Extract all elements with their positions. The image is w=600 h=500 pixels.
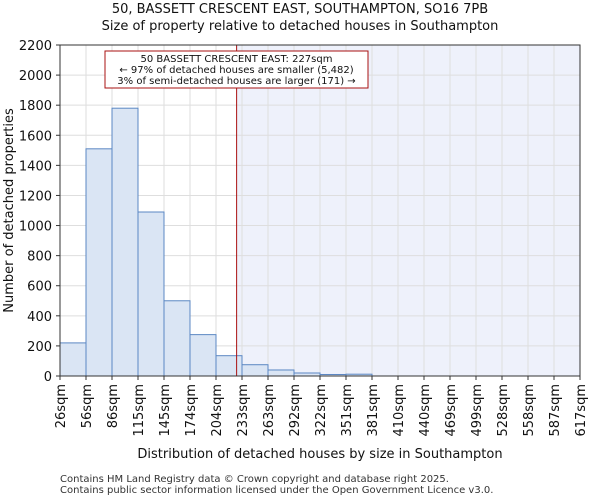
histogram-bar bbox=[189, 334, 217, 377]
x-tick-label: 381sqm bbox=[366, 384, 381, 437]
x-tick-label: 233sqm bbox=[236, 384, 251, 437]
x-tick-label: 322sqm bbox=[314, 384, 329, 437]
x-tick-label: 86sqm bbox=[106, 384, 121, 428]
bars bbox=[59, 107, 373, 377]
x-tick-label: 617sqm bbox=[574, 384, 589, 437]
x-tick-label: 56sqm bbox=[80, 384, 95, 428]
x-tick-label: 174sqm bbox=[184, 384, 199, 437]
histogram-bar bbox=[267, 369, 295, 377]
y-tick-label: 2000 bbox=[19, 69, 52, 84]
x-tick-label: 115sqm bbox=[132, 384, 147, 437]
y-tick-label: 800 bbox=[27, 250, 52, 265]
y-tick-label: 400 bbox=[27, 310, 52, 325]
x-tick-label: 410sqm bbox=[392, 384, 407, 437]
footer-copyright: Contains HM Land Registry data © Crown c… bbox=[60, 474, 449, 485]
y-tick-label: 1000 bbox=[19, 220, 52, 235]
footer-licence: Contains public sector information licen… bbox=[60, 485, 494, 496]
x-axis-label: Distribution of detached houses by size … bbox=[137, 447, 502, 462]
x-axis-ticks: 26sqm 56sqm 86sqm 115sqm 145sqm 174sqm 204sqm 2… bbox=[54, 376, 589, 437]
x-tick-label: 469sqm bbox=[444, 384, 459, 437]
x-tick-label: 26sqm bbox=[54, 384, 69, 428]
y-tick-label: 1400 bbox=[19, 159, 52, 174]
x-tick-label: 587sqm bbox=[548, 384, 563, 437]
y-tick-label: 0 bbox=[44, 370, 52, 385]
y-axis-label: Number of detached properties bbox=[2, 108, 17, 313]
x-tick-label: 145sqm bbox=[158, 384, 173, 437]
annotation-line-2: ← 97% of detached houses are smaller (5,… bbox=[119, 65, 353, 76]
plot-area bbox=[59, 44, 581, 377]
y-tick-label: 2200 bbox=[19, 39, 52, 54]
x-tick-label: 499sqm bbox=[470, 384, 485, 437]
x-tick-label: 528sqm bbox=[496, 384, 511, 437]
histogram-bar bbox=[241, 364, 269, 377]
histogram-bar bbox=[85, 148, 113, 377]
annotation-line-1: 50 BASSETT CRESCENT EAST: 227sqm bbox=[141, 54, 333, 65]
x-tick-label: 204sqm bbox=[210, 384, 225, 437]
y-tick-label: 200 bbox=[27, 340, 52, 355]
x-tick-label: 263sqm bbox=[262, 384, 277, 437]
histogram-bar bbox=[59, 342, 87, 377]
y-tick-label: 1800 bbox=[19, 99, 52, 114]
histogram-bar bbox=[111, 107, 139, 377]
chart-title-subtitle: Size of property relative to detached ho… bbox=[101, 19, 499, 34]
histogram-bar bbox=[163, 300, 191, 377]
y-tick-label: 1200 bbox=[19, 189, 52, 204]
annotation-box bbox=[104, 50, 369, 89]
chart-title-address: 50, BASSETT CRESCENT EAST, SOUTHAMPTON, … bbox=[111, 2, 489, 17]
histogram-bar bbox=[137, 211, 165, 377]
annotation-line-3: 3% of semi-detached houses are larger (1… bbox=[117, 76, 355, 87]
x-tick-label: 558sqm bbox=[522, 384, 537, 437]
x-tick-label: 292sqm bbox=[288, 384, 303, 437]
x-tick-label: 440sqm bbox=[418, 384, 433, 437]
y-axis-ticks: 0 200 400 600 800 1000 1200 1400 1600 1800 2000 220… bbox=[19, 39, 60, 385]
histogram-bar bbox=[215, 355, 243, 377]
y-tick-label: 1600 bbox=[19, 129, 52, 144]
x-tick-label: 351sqm bbox=[340, 384, 355, 437]
y-tick-label: 600 bbox=[27, 280, 52, 295]
